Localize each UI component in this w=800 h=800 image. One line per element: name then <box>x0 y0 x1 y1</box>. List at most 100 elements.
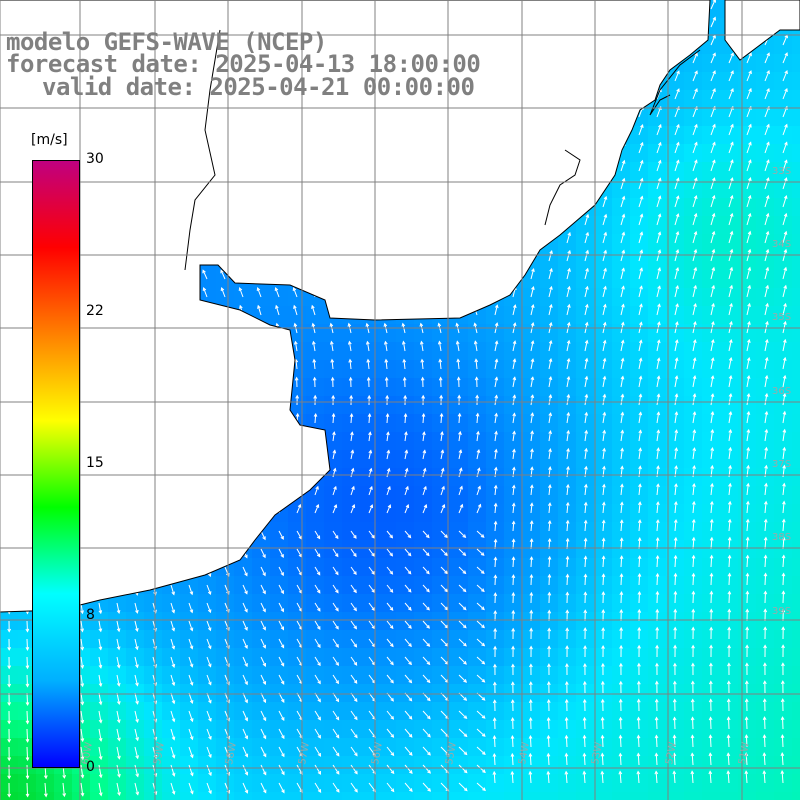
wind-cell <box>576 792 594 800</box>
wind-arrowhead <box>658 141 662 146</box>
wind-arrow <box>710 53 716 64</box>
wind-arrow <box>782 142 788 154</box>
wind-cell <box>792 504 800 522</box>
wind-arrow <box>782 573 785 586</box>
wind-cell <box>792 414 800 432</box>
wind-arrow <box>782 52 788 64</box>
wind-cell <box>792 180 800 198</box>
wind-arrow <box>692 142 698 154</box>
wind-arrow <box>746 70 752 82</box>
wind-cell <box>792 36 800 54</box>
wind-cell <box>792 378 800 396</box>
wind-arrowhead <box>658 123 662 128</box>
wind-cell <box>792 540 800 558</box>
wind-cell <box>594 792 612 800</box>
wind-arrow <box>746 142 752 154</box>
wind-arrow <box>656 124 662 136</box>
wind-cell <box>54 792 72 800</box>
wind-cell <box>792 702 800 720</box>
wind-cell <box>738 792 756 800</box>
wind-cell <box>792 108 800 126</box>
wind-arrowhead <box>676 88 680 93</box>
wind-cell <box>216 792 234 800</box>
wind-arrowhead <box>712 123 716 128</box>
wind-cell <box>144 792 162 800</box>
wind-arrowhead <box>730 123 734 128</box>
wind-arrow <box>764 124 770 136</box>
wind-cell <box>792 144 800 162</box>
wind-cell <box>792 522 800 540</box>
wind-arrowhead <box>712 70 716 75</box>
wind-arrow <box>692 53 698 64</box>
wind-arrowhead <box>712 16 716 21</box>
wind-cell <box>792 468 800 486</box>
wind-cell <box>756 792 774 800</box>
wind-cell <box>450 792 468 800</box>
wind-cell <box>558 792 576 800</box>
wind-cell <box>792 126 800 144</box>
wind-cell <box>306 792 324 800</box>
wind-cell <box>108 792 126 800</box>
wind-cell <box>792 90 800 108</box>
wind-cell <box>504 792 522 800</box>
wind-cell <box>792 684 800 702</box>
wind-cell <box>414 792 432 800</box>
wind-cell <box>792 576 800 594</box>
wind-arrowhead <box>748 141 752 146</box>
wind-cell <box>666 792 684 800</box>
wind-arrow <box>764 88 770 100</box>
wind-arrow <box>674 124 680 136</box>
wind-arrowhead <box>766 141 770 146</box>
wind-arrowhead <box>784 123 788 128</box>
wind-cell <box>792 594 800 612</box>
wind-cell <box>792 252 800 270</box>
wind-cell <box>792 738 800 756</box>
wind-arrow <box>710 88 716 100</box>
wind-arrow <box>782 88 788 100</box>
wind-cell <box>792 54 800 72</box>
wind-cell <box>792 288 800 306</box>
wind-cell <box>792 396 800 414</box>
wind-arrow <box>746 124 752 136</box>
wind-cell <box>630 792 648 800</box>
wind-arrowhead <box>694 70 698 75</box>
wind-cell <box>720 792 738 800</box>
wind-cell <box>126 792 144 800</box>
wind-cell <box>792 198 800 216</box>
wind-arrowhead <box>784 70 788 75</box>
wind-cell <box>792 216 800 234</box>
wind-cell <box>792 612 800 630</box>
wind-cell <box>612 792 630 800</box>
wind-arrowhead <box>784 141 788 146</box>
wind-cell <box>72 792 90 800</box>
wind-arrow <box>638 124 644 136</box>
wind-cell <box>360 792 378 800</box>
wind-arrow <box>656 142 662 154</box>
wind-arrow <box>728 124 734 136</box>
wind-cell <box>432 792 450 800</box>
wind-arrow <box>728 88 734 100</box>
wind-cell <box>792 324 800 342</box>
wind-arrow <box>746 53 752 64</box>
wind-cell <box>792 72 800 90</box>
wind-cell <box>792 360 800 378</box>
wind-arrow <box>638 142 644 154</box>
wind-arrow <box>746 88 752 100</box>
wind-cell <box>792 270 800 288</box>
wind-cell <box>396 792 414 800</box>
wind-arrowhead <box>730 88 734 92</box>
wind-arrowhead <box>784 52 788 57</box>
wind-arrow <box>710 35 716 46</box>
wind-cell <box>792 342 800 360</box>
wind-arrow <box>728 53 734 64</box>
wind-cell <box>702 792 720 800</box>
wind-cell <box>792 486 800 504</box>
wind-arrowhead <box>748 70 752 75</box>
wind-arrowhead <box>784 87 788 92</box>
wind-arrow <box>782 35 788 46</box>
wind-cell <box>162 792 180 800</box>
wind-arrowhead <box>676 123 680 128</box>
wind-cell <box>288 792 306 800</box>
wind-arrow <box>674 71 680 82</box>
